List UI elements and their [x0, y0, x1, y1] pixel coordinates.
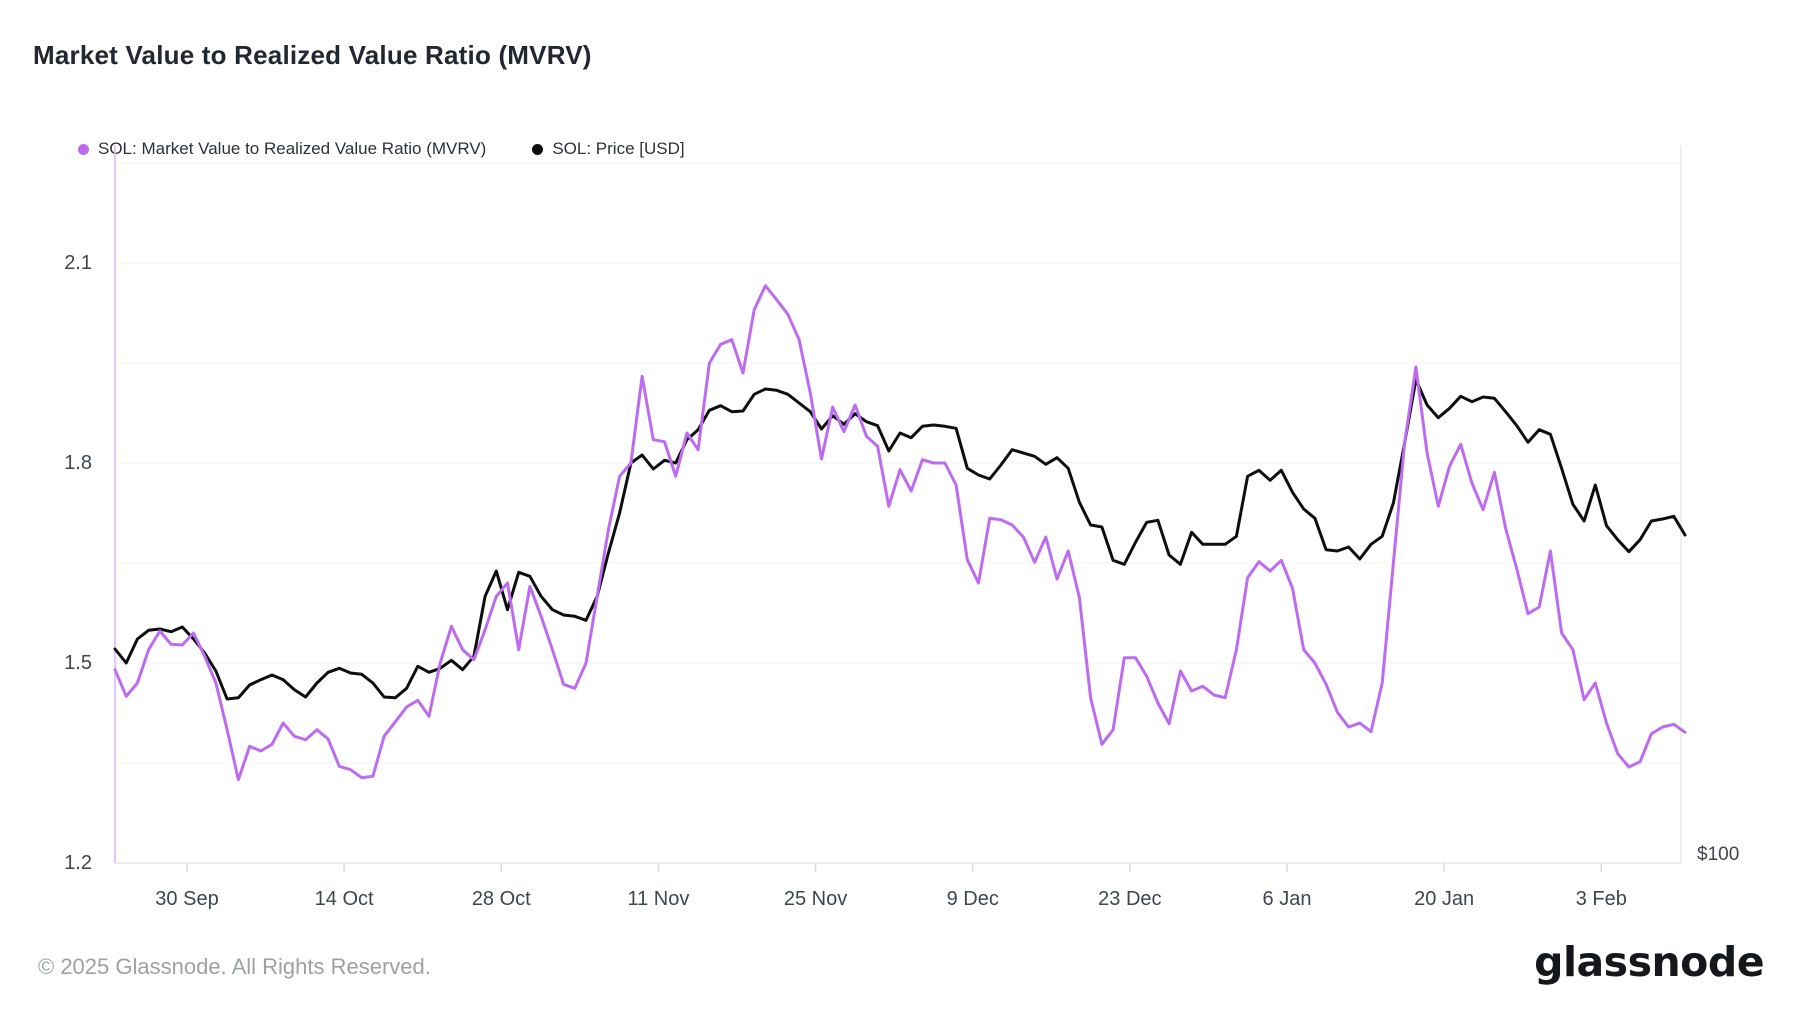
x-axis-tick-label: 20 Jan [1414, 888, 1474, 910]
legend-item-mvrv[interactable]: SOL: Market Value to Realized Value Rati… [78, 139, 486, 159]
x-axis-tick-label: 11 Nov [627, 888, 689, 910]
right-axis-price-label: $100 [1697, 844, 1739, 865]
x-axis-tick-label: 30 Sep [155, 888, 218, 910]
x-axis-tick-label: 14 Oct [315, 888, 374, 910]
copyright-text: © 2025 Glassnode. All Rights Reserved. [38, 954, 431, 979]
y-axis-tick-label: 2.1 [64, 252, 92, 274]
x-axis-tick-label: 23 Dec [1098, 888, 1161, 910]
axis-labels: 2.1 1.8 1.5 1.2 30 Sep 14 Oct 28 Oct 11 Nov 25 N… [64, 252, 1739, 910]
legend-label-price: SOL: Price [USD] [552, 139, 685, 158]
mvrv-line [113, 284, 1687, 782]
mvrv-series-dot-icon [78, 143, 89, 155]
chart-legend: SOL: Market Value to Realized Value Rati… [78, 139, 685, 159]
legend-item-price[interactable]: SOL: Price [USD] [532, 139, 685, 159]
x-axis-tick-label: 28 Oct [472, 888, 531, 910]
x-axis-tick-label: 6 Jan [1263, 888, 1312, 910]
axes [114, 145, 1682, 872]
y-axis-tick-label: 1.8 [64, 452, 92, 474]
x-axis-tick-label: 25 Nov [784, 888, 847, 910]
x-axis-tick-label: 3 Feb [1576, 888, 1627, 910]
glassnode-logo: glassnode [1534, 938, 1764, 986]
price-series-dot-icon [532, 143, 544, 155]
page-title: Market Value to Realized Value Ratio (MV… [33, 40, 592, 70]
price-line [113, 378, 1687, 701]
gridlines [115, 162, 1681, 864]
y-axis-tick-label: 1.5 [64, 652, 92, 674]
legend-label-mvrv: SOL: Market Value to Realized Value Rati… [98, 139, 487, 158]
y-axis-tick-label: 1.2 [64, 852, 92, 874]
data-series [113, 284, 1687, 782]
x-axis-tick-label: 9 Dec [947, 888, 999, 910]
